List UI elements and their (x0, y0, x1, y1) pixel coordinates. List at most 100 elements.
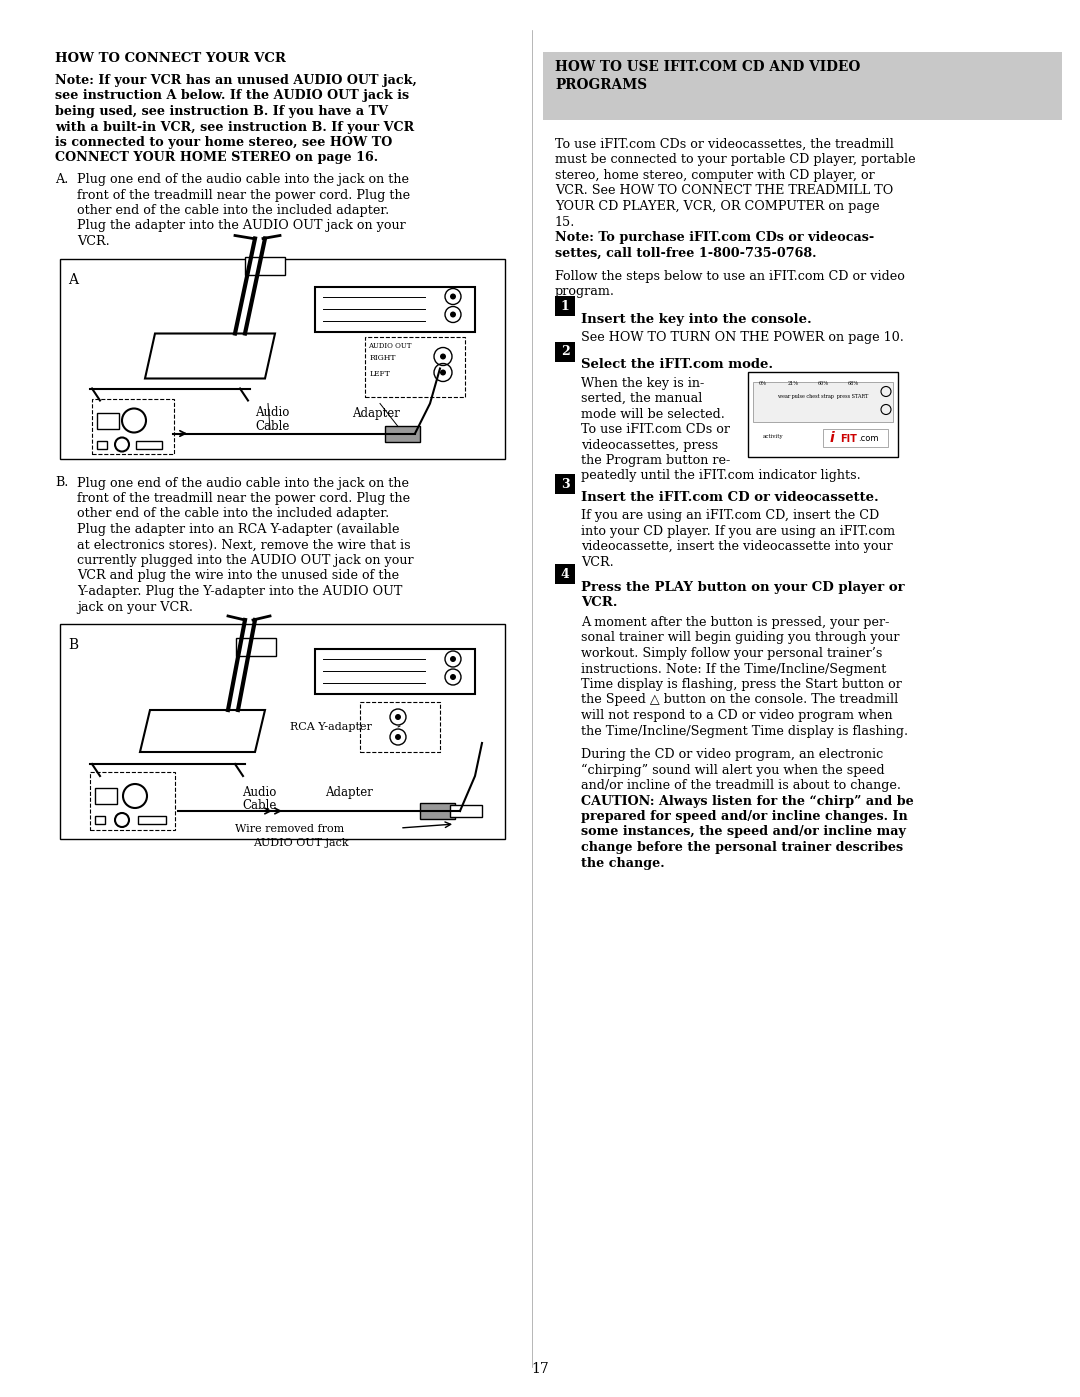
Text: Select the iFIT.com mode.: Select the iFIT.com mode. (581, 359, 773, 372)
Text: CAUTION: Always listen for the “chirp” and be: CAUTION: Always listen for the “chirp” a… (581, 795, 914, 807)
Text: must be connected to your portable CD player, portable: must be connected to your portable CD pl… (555, 154, 916, 166)
Text: A moment after the button is pressed, your per-: A moment after the button is pressed, yo… (581, 616, 889, 629)
Text: peatedly until the iFIT.com indicator lights.: peatedly until the iFIT.com indicator li… (581, 469, 861, 482)
Bar (315, 650, 475, 694)
Text: Note: To purchase iFIT.com CDs or videocas-: Note: To purchase iFIT.com CDs or videoc… (555, 231, 874, 244)
Text: mode will be selected.: mode will be selected. (581, 408, 725, 420)
Text: Plug one end of the audio cable into the jack on the: Plug one end of the audio cable into the… (77, 173, 409, 186)
Text: with a built-in VCR, see instruction B. If your VCR: with a built-in VCR, see instruction B. … (55, 120, 415, 134)
Text: LEFT: LEFT (370, 370, 391, 379)
Text: change before the personal trainer describes: change before the personal trainer descr… (581, 841, 903, 854)
Text: other end of the cable into the included adapter.: other end of the cable into the included… (77, 507, 389, 521)
Circle shape (395, 733, 401, 740)
Text: front of the treadmill near the power cord. Plug the: front of the treadmill near the power co… (77, 189, 410, 201)
Bar (245, 257, 285, 274)
Text: 4: 4 (561, 567, 569, 581)
Bar (237, 638, 276, 657)
Circle shape (450, 673, 456, 680)
Text: .com: .com (858, 434, 878, 443)
Bar (555, 564, 575, 584)
Text: and/or incline of the treadmill is about to change.: and/or incline of the treadmill is about… (581, 780, 901, 792)
Bar (748, 372, 897, 457)
Text: videocassettes, press: videocassettes, press (581, 439, 718, 451)
Text: VCR.: VCR. (581, 556, 613, 569)
Bar (90, 773, 175, 830)
Text: Audio: Audio (255, 407, 289, 419)
Text: videocassette, insert the videocassette into your: videocassette, insert the videocassette … (581, 541, 893, 553)
Text: Adapter: Adapter (352, 407, 400, 419)
Bar (360, 703, 440, 752)
Bar (384, 426, 420, 441)
Text: other end of the cable into the included adapter.: other end of the cable into the included… (77, 204, 389, 217)
Bar (138, 816, 166, 824)
Bar (420, 803, 455, 819)
Text: To use iFIT.com CDs or videocassettes, the treadmill: To use iFIT.com CDs or videocassettes, t… (555, 138, 894, 151)
Text: VCR.: VCR. (77, 235, 110, 249)
Text: 1: 1 (561, 299, 569, 313)
Text: into your CD player. If you are using an iFIT.com: into your CD player. If you are using an… (581, 524, 895, 538)
Circle shape (450, 657, 456, 662)
Text: PROGRAMS: PROGRAMS (555, 78, 647, 92)
Text: i: i (831, 430, 835, 444)
Text: Plug the adapter into an RCA Y-adapter (available: Plug the adapter into an RCA Y-adapter (… (77, 522, 400, 536)
Text: Insert the iFIT.com CD or videocassette.: Insert the iFIT.com CD or videocassette. (581, 490, 879, 504)
Text: settes, call toll-free 1-800-735-0768.: settes, call toll-free 1-800-735-0768. (555, 246, 816, 260)
Text: VCR and plug the wire into the unused side of the: VCR and plug the wire into the unused si… (77, 570, 400, 583)
Text: Wire removed from: Wire removed from (235, 824, 345, 834)
Text: being used, see instruction B. If you have a TV: being used, see instruction B. If you ha… (55, 105, 388, 117)
Text: see instruction A below. If the AUDIO OUT jack is: see instruction A below. If the AUDIO OU… (55, 89, 409, 102)
Text: some instances, the speed and/or incline may: some instances, the speed and/or incline… (581, 826, 906, 838)
Text: 2: 2 (561, 345, 569, 358)
Text: Insert the key into the console.: Insert the key into the console. (581, 313, 812, 326)
Text: HOW TO USE IFIT.COM CD AND VIDEO: HOW TO USE IFIT.COM CD AND VIDEO (555, 60, 861, 74)
Bar (543, 52, 1062, 120)
Text: FIT: FIT (840, 433, 856, 443)
Bar (315, 286, 475, 331)
Text: Plug one end of the audio cable into the jack on the: Plug one end of the audio cable into the… (77, 476, 409, 489)
Text: To use iFIT.com CDs or: To use iFIT.com CDs or (581, 423, 730, 436)
Text: 60%: 60% (818, 381, 828, 386)
Text: Cable: Cable (255, 419, 289, 433)
Text: HOW TO CONNECT YOUR VCR: HOW TO CONNECT YOUR VCR (55, 52, 286, 66)
Text: A: A (68, 272, 78, 286)
Bar (95, 788, 117, 805)
Text: RCA Y-adapter: RCA Y-adapter (291, 722, 372, 732)
Text: the Speed △ button on the console. The treadmill: the Speed △ button on the console. The t… (581, 693, 899, 707)
Text: program.: program. (555, 285, 615, 299)
Bar (365, 337, 465, 397)
Text: A.: A. (55, 173, 68, 186)
Polygon shape (140, 710, 265, 752)
Bar (753, 381, 893, 422)
Bar (92, 398, 174, 454)
Text: During the CD or video program, an electronic: During the CD or video program, an elect… (581, 747, 883, 761)
Text: 3: 3 (561, 478, 569, 490)
Bar (60, 258, 505, 458)
Text: AUDIO OUT jack: AUDIO OUT jack (253, 838, 349, 848)
Circle shape (450, 293, 456, 299)
Text: 17: 17 (531, 1362, 549, 1376)
Bar (60, 624, 505, 840)
Text: Y-adapter. Plug the Y-adapter into the AUDIO OUT: Y-adapter. Plug the Y-adapter into the A… (77, 585, 403, 598)
Text: VCR. See HOW TO CONNECT THE TREADMILL TO: VCR. See HOW TO CONNECT THE TREADMILL TO (555, 184, 893, 197)
Text: is connected to your home stereo, see HOW TO: is connected to your home stereo, see HO… (55, 136, 392, 149)
Text: Audio: Audio (242, 787, 276, 799)
Circle shape (440, 369, 446, 376)
Text: YOUR CD PLAYER, VCR, OR COMPUTER on page: YOUR CD PLAYER, VCR, OR COMPUTER on page (555, 200, 879, 212)
Bar (450, 805, 482, 817)
Text: serted, the manual: serted, the manual (581, 393, 702, 405)
Text: the Program button re-: the Program button re- (581, 454, 730, 467)
Text: the change.: the change. (581, 856, 664, 869)
Text: Adapter: Adapter (325, 787, 373, 799)
Text: front of the treadmill near the power cord. Plug the: front of the treadmill near the power co… (77, 492, 410, 504)
Polygon shape (145, 334, 275, 379)
Text: See HOW TO TURN ON THE POWER on page 10.: See HOW TO TURN ON THE POWER on page 10. (581, 331, 904, 344)
Bar (555, 474, 575, 495)
Text: CONNECT YOUR HOME STEREO on page 16.: CONNECT YOUR HOME STEREO on page 16. (55, 151, 378, 165)
Text: 68%: 68% (848, 381, 859, 386)
Bar (555, 296, 575, 316)
Text: 0%: 0% (759, 381, 767, 386)
Bar (823, 429, 888, 447)
Text: jack on your VCR.: jack on your VCR. (77, 601, 193, 613)
Text: 15.: 15. (555, 215, 576, 229)
Text: the Time/Incline/Segment Time display is flashing.: the Time/Incline/Segment Time display is… (581, 725, 908, 738)
